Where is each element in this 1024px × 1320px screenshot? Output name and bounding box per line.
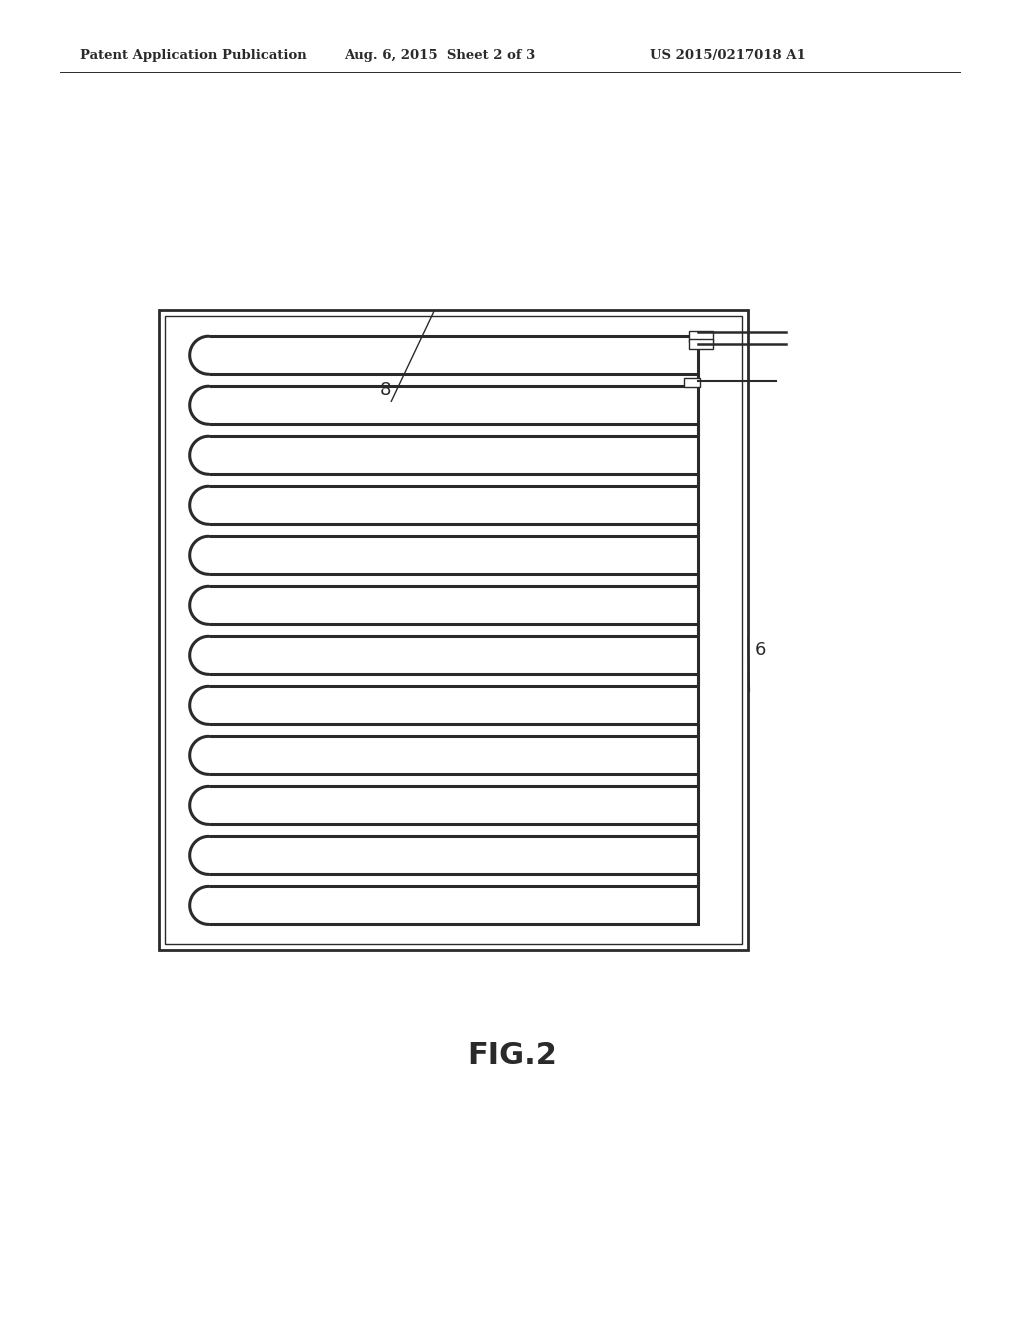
Bar — [689, 331, 713, 342]
Text: FIG.2: FIG.2 — [467, 1041, 557, 1071]
Bar — [684, 378, 700, 387]
Text: Patent Application Publication: Patent Application Publication — [80, 49, 307, 62]
Bar — [689, 339, 713, 348]
Text: US 2015/0217018 A1: US 2015/0217018 A1 — [650, 49, 806, 62]
Text: 6: 6 — [755, 640, 766, 659]
Text: 8: 8 — [379, 381, 391, 399]
Bar — [165, 317, 741, 944]
Text: Aug. 6, 2015  Sheet 2 of 3: Aug. 6, 2015 Sheet 2 of 3 — [344, 49, 536, 62]
Bar — [159, 310, 748, 950]
